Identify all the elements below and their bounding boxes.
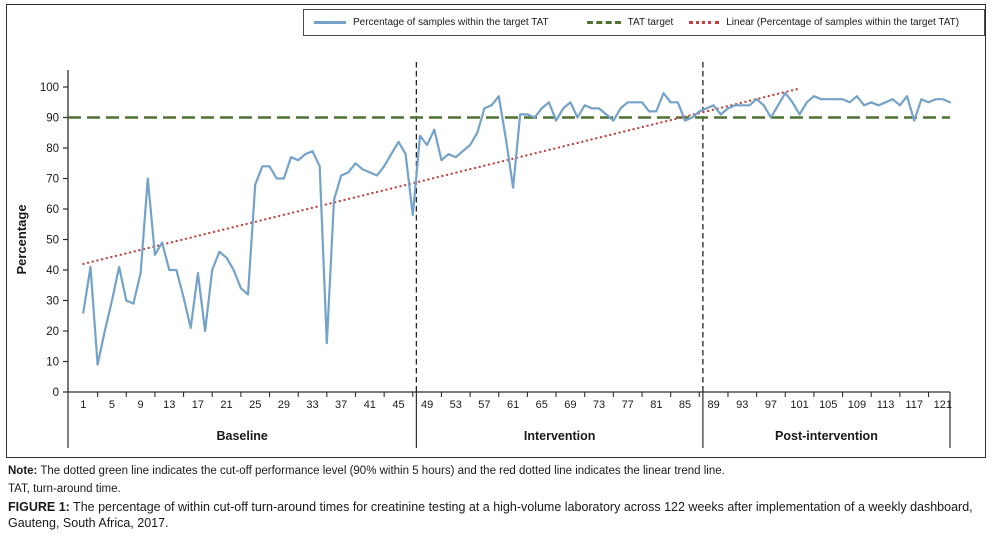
tat-abbreviation-line: TAT, turn-around time.	[8, 482, 121, 495]
x-tick-label: 65	[536, 399, 548, 411]
x-tick-label: 77	[622, 399, 634, 411]
x-tick-label: 33	[306, 399, 318, 411]
figure-notes: Note: The dotted green line indicates th…	[8, 463, 986, 531]
target-dash-swatch-icon	[586, 21, 621, 24]
x-tick-label: 5	[109, 399, 115, 411]
legend-item-linear: Linear (Percentage of samples within the…	[689, 17, 959, 28]
y-tick-label: 70	[46, 174, 59, 186]
legend-target-label: TAT target	[627, 17, 674, 28]
x-tick-label: 21	[220, 399, 232, 411]
x-tick-label: 93	[736, 399, 748, 411]
x-tick-label: 81	[650, 399, 662, 411]
y-tick-label: 0	[53, 387, 59, 399]
x-tick-label: 97	[765, 399, 777, 411]
x-tick-label: 17	[192, 399, 204, 411]
chart-legend: Percentage of samples within the target …	[303, 9, 985, 36]
x-tick-label: 53	[450, 399, 462, 411]
x-tick-label: 113	[877, 399, 895, 411]
x-tick-label: 117	[905, 399, 923, 411]
figure-caption-text: The percentage of within cut-off turn-ar…	[8, 499, 973, 530]
x-tick-label: 1	[80, 399, 86, 411]
x-tick-label: 73	[593, 399, 605, 411]
x-tick-label: 121	[934, 399, 952, 411]
x-tick-label: 101	[790, 399, 808, 411]
y-tick-label: 50	[46, 235, 59, 247]
section-label: Post-intervention	[775, 429, 878, 443]
x-tick-label: 61	[507, 399, 519, 411]
x-tick-label: 41	[364, 399, 376, 411]
x-tick-label: 89	[708, 399, 720, 411]
note-line: Note: The dotted green line indicates th…	[8, 463, 986, 481]
x-tick-label: 109	[848, 399, 866, 411]
figure-border	[6, 4, 986, 458]
x-tick-label: 37	[335, 399, 347, 411]
section-label: Intervention	[524, 429, 596, 443]
series-line-swatch-icon	[314, 21, 346, 24]
trend-dot-swatch-icon	[689, 21, 720, 24]
section-label: Baseline	[216, 429, 267, 443]
y-tick-label: 20	[46, 326, 59, 338]
trend-line	[82, 87, 801, 265]
x-tick-label: 25	[249, 399, 261, 411]
x-tick-label: 9	[138, 399, 144, 411]
note-text: The dotted green line indicates the cut-…	[37, 465, 725, 477]
tat-line-chart: 0 10 20 30 40 50 60 70 80 90 100 Percentage 1 5 9 13 17 2…	[14, 62, 952, 448]
y-tick-label: 10	[46, 357, 59, 369]
x-tick-label: 57	[478, 399, 490, 411]
legend-item-series: Percentage of samples within the target …	[314, 17, 549, 28]
x-tick-label: 105	[819, 399, 837, 411]
y-tick-label: 100	[40, 82, 59, 94]
x-tick-label: 49	[421, 399, 433, 411]
legend-linear-label: Linear (Percentage of samples within the…	[726, 17, 960, 28]
y-tick-label: 40	[46, 265, 59, 277]
x-tick-label: 13	[163, 399, 175, 411]
x-tick-label: 85	[679, 399, 691, 411]
legend-item-target: TAT target	[586, 17, 674, 28]
y-tick-label: 60	[46, 204, 59, 216]
y-tick-label: 30	[46, 296, 59, 308]
note-prefix: Note:	[8, 465, 38, 477]
x-tick-label: 69	[564, 399, 576, 411]
series-line	[82, 91, 952, 366]
x-tick-label: 29	[278, 399, 290, 411]
legend-series-label: Percentage of samples within the target …	[353, 17, 549, 28]
y-axis-title: Percentage	[14, 204, 29, 274]
y-tick-label: 90	[46, 113, 59, 125]
figure-caption: FIGURE 1: The percentage of within cut-o…	[8, 499, 986, 532]
figure-caption-prefix: FIGURE 1:	[8, 499, 70, 514]
y-tick-label: 80	[46, 143, 59, 155]
x-tick-label: 45	[392, 399, 404, 411]
